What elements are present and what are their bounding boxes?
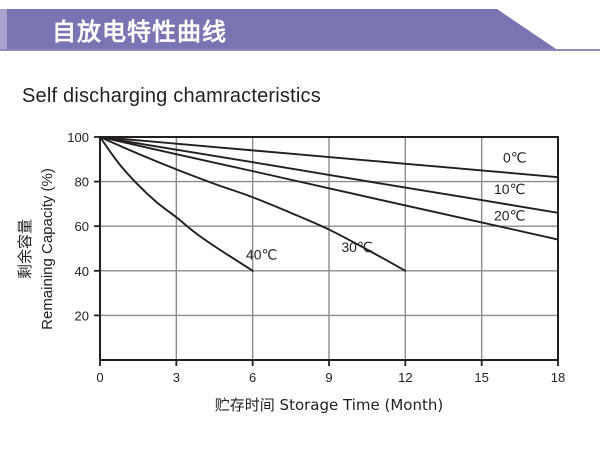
banner-accent-strip [0, 9, 7, 49]
series-line-30 [99, 136, 407, 272]
chart-title: Self discharging chamracteristics [22, 85, 321, 107]
x-tick-label: 18 [551, 370, 565, 385]
x-axis-title: 贮存时间 Storage Time (Month) [215, 396, 443, 414]
chart-series-labels: 0℃ 10℃ 20℃ 30℃ 40℃ [246, 150, 527, 263]
y-axis-tick-labels: 20 40 60 80 100 [67, 130, 89, 323]
series-line-0 [99, 136, 559, 179]
x-tick-label: 15 [474, 370, 488, 385]
y-tick-label: 100 [67, 130, 89, 145]
banner-band [7, 9, 556, 49]
x-tick-label: 12 [398, 370, 412, 385]
y-tick-label: 20 [75, 308, 89, 323]
chart-series-lines [99, 136, 559, 272]
chart-gridlines [100, 137, 558, 360]
x-tick-label: 3 [173, 370, 180, 385]
series-label-30: 30℃ [341, 239, 372, 255]
series-label-0: 0℃ [503, 150, 527, 166]
series-label-20: 20℃ [494, 208, 525, 224]
header-banner-shape [0, 9, 600, 51]
chart-tickmarks [94, 136, 559, 366]
series-label-10: 10℃ [494, 181, 525, 197]
series-line-10 [99, 136, 559, 214]
y-axis-title-cjk: 剩余容量 [16, 219, 34, 279]
x-tick-label: 9 [325, 370, 332, 385]
banner-title: 自放电特性曲线 [52, 18, 227, 46]
series-line-20 [99, 136, 559, 241]
x-tick-label: 0 [96, 370, 103, 385]
series-line-40 [99, 136, 254, 272]
x-tick-label: 6 [249, 370, 256, 385]
y-axis-title-en: Remaining Capacity (%) [39, 168, 56, 330]
banner-rule [0, 49, 600, 51]
x-axis-tick-labels: 0 3 6 9 12 15 18 [96, 370, 565, 385]
series-label-40: 40℃ [246, 247, 277, 263]
y-tick-label: 80 [75, 175, 89, 190]
header-banner: 自放电特性曲线 [0, 9, 600, 51]
y-tick-label: 40 [75, 264, 89, 279]
y-tick-label: 60 [75, 219, 89, 234]
